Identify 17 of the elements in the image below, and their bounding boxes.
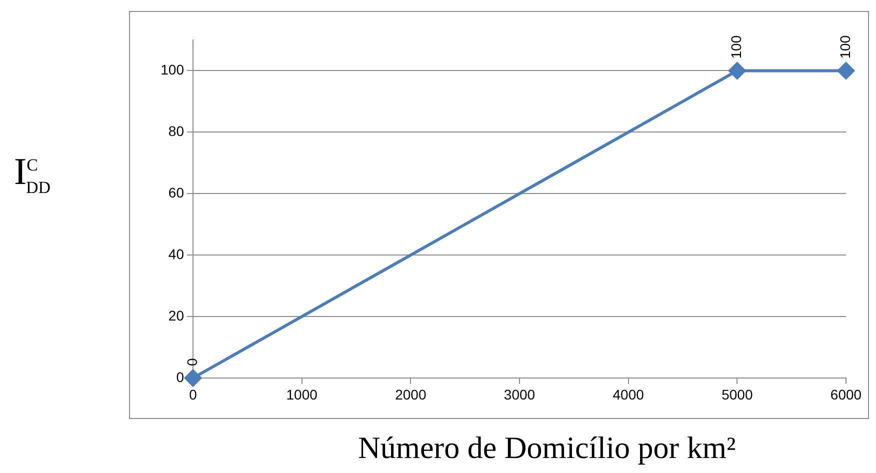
y-tick-label: 100 <box>160 62 184 78</box>
x-tick-label: 5000 <box>722 386 753 402</box>
y-tick-label: 80 <box>168 123 184 140</box>
data-label: 100 <box>836 35 853 59</box>
x-tick-label: 6000 <box>830 386 862 402</box>
y-tick-label: 0 <box>176 368 184 385</box>
x-tick-label: 3000 <box>504 386 536 402</box>
y-tick-label: 40 <box>168 246 184 262</box>
x-tick-label: 0 <box>189 386 198 402</box>
x-tick-label: 2000 <box>395 386 426 402</box>
x-axis-title: Número de Domicílio por km² <box>358 430 736 466</box>
x-tick-label: 1000 <box>286 386 318 402</box>
data-label: 0 <box>184 358 200 366</box>
x-tick-label: 4000 <box>612 386 644 402</box>
y-tick-label: 20 <box>168 307 184 324</box>
y-tick-label: 60 <box>168 184 184 200</box>
data-label: 100 <box>728 35 744 59</box>
